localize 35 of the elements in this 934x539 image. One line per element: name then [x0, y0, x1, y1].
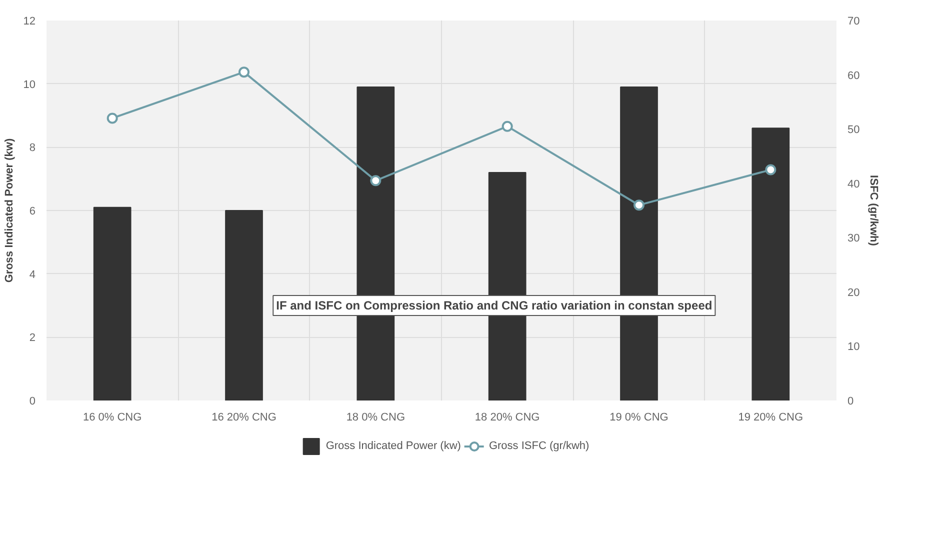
legend-label: Gross ISFC (gr/kwh): [488, 440, 590, 452]
point: [238, 66, 250, 78]
y2-tick-label: 0: [848, 396, 854, 408]
x-tick-label: 18 0% CNG: [346, 412, 406, 424]
x-tick-label: 19 20% CNG: [738, 412, 804, 424]
y-tick-label: 6: [29, 206, 36, 218]
point: [502, 120, 513, 132]
x-tick-label: 16 20% CNG: [212, 412, 276, 424]
y-tick-label: 10: [23, 78, 36, 91]
bar: [93, 206, 132, 400]
y-tick-label: 0: [29, 396, 36, 408]
y2-tick-label: 10: [848, 341, 860, 354]
x-tick-label: 16 0% CNG: [82, 412, 142, 424]
y2-axis-title: ISFC (gr/kwh): [868, 175, 880, 246]
bar: [225, 210, 263, 400]
point: [765, 164, 776, 176]
y-tick-label: 4: [29, 268, 36, 281]
y2-tick-label: 70: [848, 16, 860, 28]
point: [634, 200, 644, 211]
y2-tick-label: 40: [848, 178, 860, 190]
y-tick-label: 2: [29, 332, 36, 344]
y-axis-title: Gross Indicated Power (kw): [3, 138, 16, 283]
y2-tick-label: 50: [848, 124, 860, 136]
legend-label: Gross Indicated Power (kw): [326, 440, 461, 452]
x-tick-label: 19 0% CNG: [610, 412, 668, 424]
point: [370, 175, 382, 186]
y2-tick-label: 20: [848, 286, 860, 299]
y2-tick-label: 60: [848, 70, 860, 82]
point: [106, 112, 118, 124]
annotation: IF and ISFC on Compression Ratio and CNG ratio variation in constan speed: [276, 298, 712, 312]
y2-tick-label: 30: [848, 232, 860, 245]
x-tick-label: 18 20% CNG: [474, 412, 540, 424]
y-tick-label: 8: [29, 142, 36, 154]
y-tick-label: 12: [23, 16, 36, 28]
bar: [752, 128, 790, 400]
